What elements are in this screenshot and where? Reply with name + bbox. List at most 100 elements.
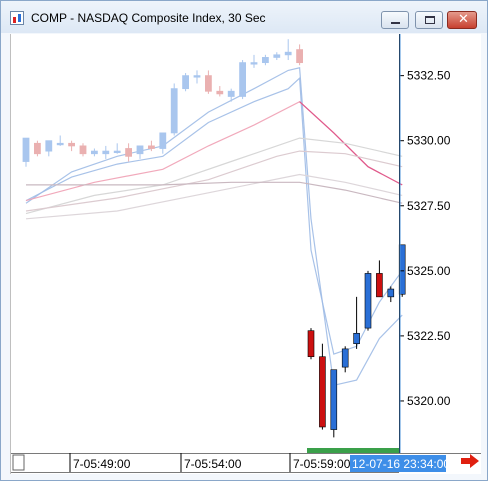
candle-11 — [147, 140, 155, 152]
candle-body — [102, 150, 110, 155]
candle-25 — [307, 328, 315, 360]
candle-body — [341, 348, 349, 368]
candle-21 — [261, 54, 269, 66]
session-bar — [307, 448, 399, 453]
candle-20 — [250, 54, 258, 68]
candle-12 — [159, 132, 167, 154]
candle-body — [45, 140, 53, 152]
candle-body — [273, 54, 281, 58]
chart-app-icon — [10, 11, 24, 25]
candle-6 — [91, 148, 98, 157]
candle-9 — [125, 143, 132, 162]
minimize-icon — [391, 22, 400, 24]
candle-body — [113, 150, 121, 154]
cursor-time-badge — [350, 455, 446, 472]
overlay-line-7 — [26, 181, 403, 204]
candle-body — [387, 288, 395, 298]
candle-body — [364, 273, 372, 329]
candles — [22, 39, 406, 438]
candle-7 — [102, 145, 110, 159]
candle-31 — [376, 260, 383, 298]
window-title: COMP - NASDAQ Composite Index, 30 Sec — [31, 11, 266, 25]
candle-body — [56, 142, 64, 146]
candle-body — [307, 330, 315, 358]
overlay-line-5 — [25, 150, 403, 212]
candle-30 — [364, 270, 372, 331]
moving-average-overlays — [25, 67, 403, 387]
candle-body — [330, 369, 338, 430]
right-arrow-icon[interactable] — [459, 453, 481, 469]
candle-3 — [56, 135, 64, 146]
x-tick-label: 7-05:59:00 — [293, 457, 351, 471]
candle-body — [376, 273, 383, 298]
candle-26 — [319, 343, 326, 430]
overlay-line-6 — [25, 173, 403, 220]
candle-body — [136, 145, 144, 155]
y-tick-label: 5325.00 — [407, 264, 451, 278]
candle-5 — [79, 143, 87, 157]
candle-body — [239, 62, 247, 97]
axes: 5332.50 5330.00 5327.50 5325.00 5322.50 5320.… — [11, 34, 481, 474]
candle-body — [125, 148, 132, 157]
candle-1 — [33, 140, 41, 157]
close-button[interactable]: ✕ — [447, 11, 477, 29]
candle-body — [193, 75, 201, 78]
candle-body — [33, 142, 41, 155]
candle-4 — [68, 140, 75, 152]
candle-body — [68, 142, 75, 147]
price-chart[interactable]: 5332.50 5330.00 5327.50 5325.00 5322.50 5320.… — [11, 34, 481, 474]
candle-body — [284, 51, 292, 56]
candle-10 — [136, 145, 144, 159]
y-tick-label: 5320.00 — [407, 394, 451, 408]
candle-body — [91, 150, 98, 155]
candle-17 — [216, 86, 224, 97]
time-scroll-handle — [12, 454, 25, 471]
overlay-line-3 — [299, 101, 403, 186]
title-bar[interactable]: COMP - NASDAQ Composite Index, 30 Sec ✕ — [1, 1, 487, 33]
x-tick-label: 7-05:49:00 — [73, 457, 131, 471]
candle-body — [296, 49, 304, 64]
candle-0 — [22, 137, 30, 167]
close-icon: ✕ — [458, 12, 469, 27]
candle-16 — [204, 70, 212, 94]
candle-24 — [296, 44, 304, 66]
candle-body — [159, 132, 167, 149]
candle-29 — [353, 296, 360, 349]
candle-body — [353, 332, 360, 344]
candle-body — [204, 75, 212, 92]
maximize-icon — [425, 16, 435, 24]
candle-18 — [227, 88, 235, 102]
candle-32 — [387, 286, 395, 303]
maximize-button[interactable] — [415, 11, 443, 29]
y-tick-label: 5327.50 — [407, 199, 451, 213]
x-tick-label: 7-05:54:00 — [184, 457, 242, 471]
candle-19 — [239, 60, 247, 100]
candle-14 — [182, 73, 190, 92]
y-tick-label: 5322.50 — [407, 329, 451, 343]
chart-area[interactable]: 5332.50 5330.00 5327.50 5325.00 5322.50 5320.… — [10, 34, 481, 474]
candle-body — [79, 145, 87, 155]
candle-8 — [113, 143, 121, 154]
candle-body — [182, 75, 190, 90]
overlay-line-0 — [25, 67, 403, 387]
overlay-line-4 — [25, 137, 403, 215]
candle-23 — [284, 39, 292, 61]
candle-28 — [341, 346, 349, 373]
candle-body — [319, 356, 326, 428]
candle-body — [216, 90, 224, 95]
candle-15 — [193, 70, 201, 84]
candle-27 — [330, 369, 338, 438]
candle-body — [250, 62, 258, 65]
candle-body — [170, 88, 178, 134]
y-tick-label: 5332.50 — [407, 69, 451, 83]
candle-body — [22, 137, 30, 162]
y-tick-label: 5330.00 — [407, 134, 451, 148]
candle-13 — [170, 83, 178, 136]
chart-background — [11, 34, 481, 474]
candle-body — [261, 57, 269, 64]
candle-body — [147, 145, 155, 149]
candle-2 — [45, 140, 53, 157]
candle-body — [227, 90, 235, 97]
minimize-button[interactable] — [381, 11, 409, 29]
